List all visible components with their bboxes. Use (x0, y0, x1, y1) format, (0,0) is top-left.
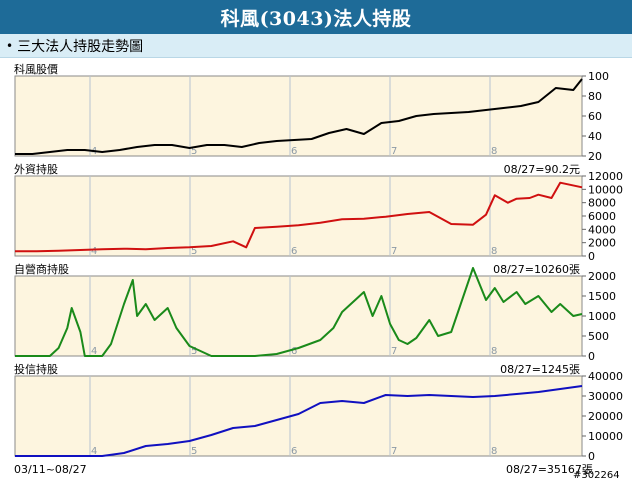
month-tick-label: 7 (391, 346, 397, 357)
y-tick-label: 2000 (588, 237, 616, 250)
plot-area-dealer (14, 275, 583, 357)
corner-latest-label: 08/27=35167張 (506, 463, 593, 476)
y-tick-label: 1000 (588, 310, 616, 323)
month-tick-label: 8 (491, 346, 497, 357)
legal-persons-chart: 03/11~08/27 08/27=35167張 #302264 科風股價 4 5 6… (14, 62, 623, 481)
y-tick-label: 12000 (588, 170, 623, 183)
watermark: #302264 (573, 470, 620, 481)
y-tick-label: 80 (588, 90, 602, 103)
y-tick-label: 10000 (588, 430, 623, 443)
month-tick-label: 7 (391, 146, 397, 157)
month-tick-label: 4 (91, 346, 97, 357)
y-tick-label: 1500 (588, 290, 616, 303)
plot-area-investment_trust (14, 375, 583, 457)
y-tick-label: 500 (588, 330, 609, 343)
month-tick-label: 7 (391, 446, 397, 457)
y-tick-label: 6000 (588, 210, 616, 223)
y-tick-label: 10000 (588, 183, 623, 196)
month-tick-label: 8 (491, 446, 497, 457)
page-title: 科風(3043)法人持股 (0, 0, 632, 34)
month-tick-label: 4 (91, 246, 97, 257)
plot-area-price (14, 75, 583, 157)
month-tick-label: 5 (191, 346, 197, 357)
latest-value-foreign: 08/27=90.2元 (504, 163, 580, 176)
y-tick-label: 40000 (588, 370, 623, 383)
month-tick-label: 5 (191, 246, 197, 257)
section-title: 三大法人持股走勢圖 (17, 38, 144, 55)
plot-area-foreign (14, 175, 583, 257)
month-tick-label: 7 (391, 246, 397, 257)
month-tick-label: 6 (291, 146, 297, 157)
y-tick-label: 0 (588, 450, 595, 463)
panel-dealer: 自營商持股 08/27=10260張 4 5 6 7 8 0 500 1000 1500 2000 (14, 262, 616, 363)
series-line-dealer (15, 267, 583, 357)
y-tick-label: 20000 (588, 410, 623, 423)
month-tick-label: 5 (191, 446, 197, 457)
month-tick-label: 5 (191, 146, 197, 157)
y-tick-label: 40 (588, 130, 602, 143)
latest-value-investment_trust: 08/27=1245張 (500, 363, 580, 376)
panel-investment_trust: 投信持股 08/27=1245張 4 5 6 7 8 0 10000 20000 30000 4000… (14, 362, 623, 463)
y-tick-label: 20 (588, 150, 602, 163)
panel-foreign: 外資持股 08/27=90.2元 4 5 6 7 8 02000400060008000100… (14, 162, 623, 263)
month-tick-label: 8 (491, 146, 497, 157)
y-tick-label: 30000 (588, 390, 623, 403)
bullet-icon: • (6, 38, 14, 53)
series-line-foreign (15, 181, 583, 253)
month-tick-label: 4 (91, 446, 97, 457)
y-tick-label: 2000 (588, 270, 616, 283)
latest-value-dealer: 08/27=10260張 (493, 263, 580, 276)
panel-label-price: 科風股價 (14, 62, 58, 76)
month-tick-label: 6 (291, 446, 297, 457)
section-header: • 三大法人持股走勢圖 (0, 34, 632, 58)
series-line-price (15, 78, 583, 155)
month-tick-label: 6 (291, 346, 297, 357)
month-tick-label: 8 (491, 246, 497, 257)
y-tick-label: 0 (588, 250, 595, 263)
y-tick-label: 60 (588, 110, 602, 123)
panel-label-investment_trust: 投信持股 (14, 362, 58, 376)
y-tick-label: 4000 (588, 223, 616, 236)
y-tick-label: 8000 (588, 197, 616, 210)
panel-label-foreign: 外資持股 (14, 162, 58, 176)
y-tick-label: 100 (588, 70, 609, 83)
date-range-label: 03/11~08/27 (14, 463, 87, 476)
month-tick-label: 6 (291, 246, 297, 257)
y-tick-label: 0 (588, 350, 595, 363)
series-line-investment_trust (15, 385, 583, 457)
panel-label-dealer: 自營商持股 (14, 262, 69, 276)
